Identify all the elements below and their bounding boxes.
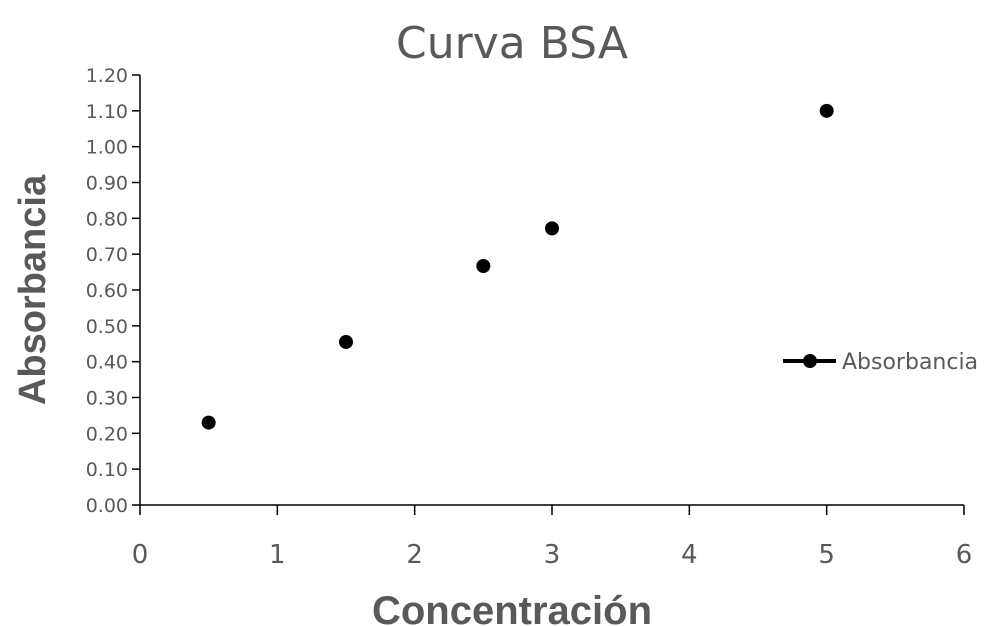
y-tick-label: 0.50 xyxy=(86,316,128,338)
x-axis-label: Concentración xyxy=(372,589,652,626)
x-axis-ticks: 0 1 2 3 4 5 6 xyxy=(132,505,973,570)
y-axis-ticks: 0.00 0.10 0.20 0.30 0.40 0.50 0.60 0.70 0.80 0.90… xyxy=(86,65,140,517)
x-tick-label: 2 xyxy=(406,540,423,570)
y-tick-label: 0.90 xyxy=(86,173,128,195)
y-tick-label: 0.30 xyxy=(86,388,128,410)
data-point xyxy=(545,221,559,236)
x-tick-label: 6 xyxy=(956,540,973,570)
data-point xyxy=(201,415,216,430)
y-tick-label: 0.00 xyxy=(86,495,128,517)
y-tick-label: 0.10 xyxy=(86,459,128,481)
legend: Absorbancia xyxy=(783,350,978,375)
legend-label: Absorbancia xyxy=(842,350,978,375)
y-tick-label: 1.00 xyxy=(86,137,128,159)
data-points xyxy=(201,103,834,430)
x-tick-label: 3 xyxy=(544,540,561,570)
x-tick-label: 4 xyxy=(681,540,698,570)
y-tick-label: 0.70 xyxy=(86,244,128,266)
y-tick-label: 0.20 xyxy=(86,423,128,445)
chart-title: Curva BSA xyxy=(396,18,628,69)
x-tick-label: 5 xyxy=(818,540,835,570)
x-tick-label: 0 xyxy=(132,540,149,570)
y-tick-label: 0.60 xyxy=(86,280,128,302)
axes xyxy=(139,75,964,506)
data-point xyxy=(476,258,491,273)
x-tick-label: 1 xyxy=(269,540,286,570)
y-tick-label: 1.10 xyxy=(86,101,128,123)
y-tick-label: 0.80 xyxy=(86,208,128,230)
data-point xyxy=(819,103,834,118)
y-tick-label: 0.40 xyxy=(86,352,128,374)
y-tick-label: 1.20 xyxy=(86,65,128,87)
y-axis-label: Absorbancia xyxy=(12,174,54,405)
legend-point-marker xyxy=(803,354,817,368)
data-point xyxy=(339,334,353,349)
